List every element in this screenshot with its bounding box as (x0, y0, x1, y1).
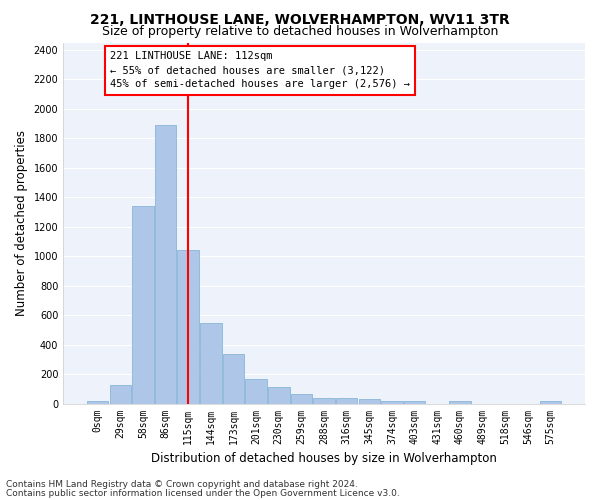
Bar (449, 400, 471, 404)
Bar (132, 206, 154, 404)
Bar (178, 250, 199, 404)
Bar (404, 402, 425, 404)
Bar (200, 323, 221, 404)
Text: 221 LINTHOUSE LANE: 112sqm
← 55% of detached houses are smaller (3,122)
45% of s: 221 LINTHOUSE LANE: 112sqm ← 55% of deta… (110, 52, 410, 90)
Text: Size of property relative to detached houses in Wolverhampton: Size of property relative to detached ho… (102, 25, 498, 38)
Bar (540, 402, 561, 404)
Bar (268, 388, 290, 404)
Bar (223, 354, 244, 404)
Bar (313, 398, 335, 404)
Bar (245, 379, 267, 404)
Bar (110, 385, 131, 404)
Bar (336, 398, 358, 404)
Bar (87, 402, 109, 404)
Bar (381, 400, 403, 404)
Y-axis label: Number of detached properties: Number of detached properties (15, 130, 28, 316)
Text: Contains public sector information licensed under the Open Government Licence v3: Contains public sector information licen… (6, 488, 400, 498)
X-axis label: Distribution of detached houses by size in Wolverhampton: Distribution of detached houses by size … (151, 452, 497, 465)
Bar (359, 399, 380, 404)
Text: 221, LINTHOUSE LANE, WOLVERHAMPTON, WV11 3TR: 221, LINTHOUSE LANE, WOLVERHAMPTON, WV11… (90, 12, 510, 26)
Bar (290, 394, 312, 404)
Bar (155, 125, 176, 404)
Text: Contains HM Land Registry data © Crown copyright and database right 2024.: Contains HM Land Registry data © Crown c… (6, 480, 358, 489)
